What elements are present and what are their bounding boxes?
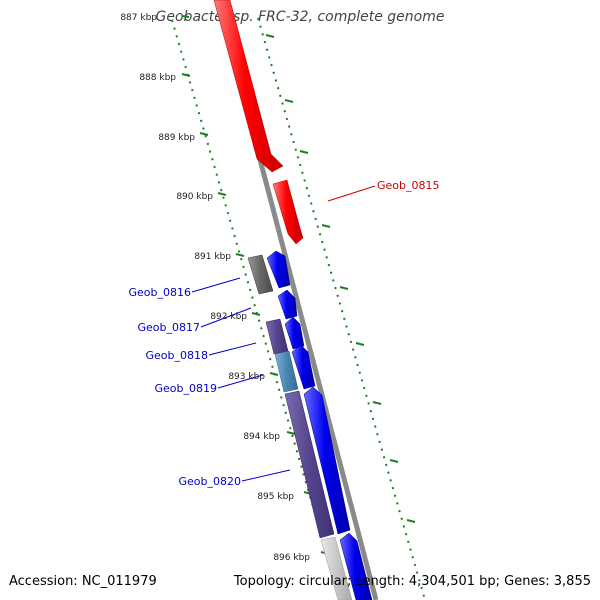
gene-feature-blue-2[interactable] (277, 289, 298, 320)
tick-marks-left (181, 15, 330, 555)
gene-feature-blue-3[interactable] (284, 316, 305, 350)
tick-label-895: 895 kbp (257, 492, 294, 502)
tick-label-893: 893 kbp (228, 372, 265, 382)
tick-label-890: 890 kbp (176, 192, 213, 202)
tick-label-891: 891 kbp (194, 252, 231, 262)
callout-line-geob-0815 (327, 185, 376, 202)
gene-feature-blue-1[interactable] (266, 250, 291, 289)
gene-feature-purple-1[interactable] (265, 318, 289, 355)
gene-feature-red-2[interactable] (272, 179, 304, 245)
gene-label-geob-0817[interactable]: Geob_0817 (138, 321, 201, 334)
gene-feature-teal[interactable] (274, 350, 299, 393)
callout-line-geob-0820 (241, 469, 291, 482)
callout-line-geob-0819 (217, 374, 264, 389)
callout-line-geob-0817 (200, 307, 252, 328)
accession-text: Accession: NC_011979 (9, 574, 157, 589)
gene-feature-blue-6[interactable] (339, 532, 373, 600)
gene-label-geob-0818[interactable]: Geob_0818 (146, 349, 209, 362)
genome-summary-text: Topology: circular; Length: 4,304,501 bp… (233, 574, 591, 589)
tick-label-892: 892 kbp (210, 312, 247, 322)
callout-line-geob-0816 (191, 277, 241, 293)
gene-label-geob-0820[interactable]: Geob_0820 (179, 475, 242, 488)
tick-label-894: 894 kbp (243, 432, 280, 442)
gene-feature-light[interactable] (320, 536, 353, 600)
tick-label-888: 888 kbp (139, 73, 176, 83)
gene-feature-purple-2[interactable] (284, 390, 335, 539)
gene-label-geob-0819[interactable]: Geob_0819 (155, 382, 218, 395)
tick-label-889: 889 kbp (158, 133, 195, 143)
tick-label-887: 887 kbp (120, 13, 157, 23)
tick-rail-right (257, 17, 426, 600)
gene-feature-grey[interactable] (247, 254, 274, 295)
gene-feature-blue-5[interactable] (303, 386, 351, 535)
tick-label-896: 896 kbp (273, 553, 310, 563)
gene-label-geob-0816[interactable]: Geob_0816 (129, 286, 192, 299)
gene-label-geob-0815[interactable]: Geob_0815 (377, 179, 440, 192)
gene-feature-blue-4[interactable] (291, 344, 316, 390)
tick-marks-right (265, 34, 416, 523)
callout-line-geob-0818 (208, 342, 257, 356)
gene-feature-red-1[interactable] (213, 0, 284, 173)
